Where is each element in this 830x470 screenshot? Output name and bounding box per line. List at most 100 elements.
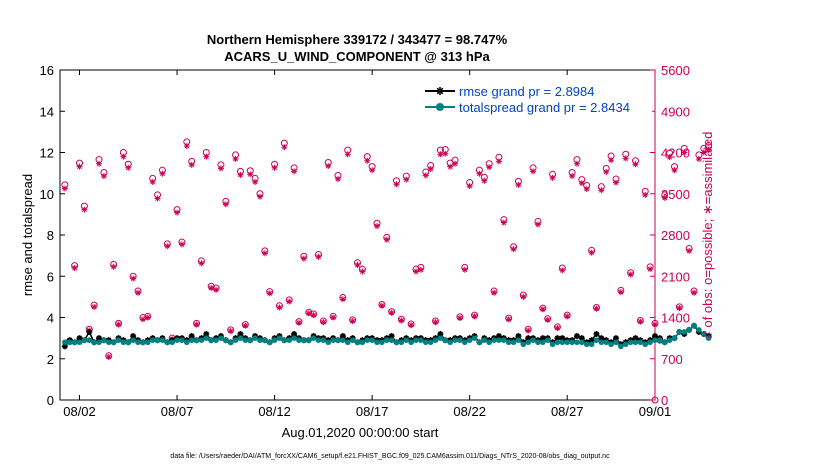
- y-left-tick-label: 16: [40, 63, 54, 78]
- assimilated-point: [110, 263, 117, 270]
- totalspread-point: [496, 337, 502, 343]
- totalspread-point: [364, 337, 371, 343]
- assimilated-point: [300, 255, 307, 262]
- assimilated-point: [305, 310, 312, 317]
- totalspread-point: [486, 339, 492, 346]
- totalspread-point: [276, 335, 283, 341]
- assimilated-point: [222, 201, 229, 208]
- assimilated-point: [525, 327, 532, 334]
- totalspread-point: [296, 337, 302, 343]
- assimilated-point: [593, 305, 600, 312]
- totalspread-point: [408, 339, 414, 346]
- assimilated-point: [193, 321, 200, 328]
- totalspread-point: [388, 337, 395, 343]
- chart-title-line1: Northern Hemisphere 339172 / 343477 = 98…: [207, 32, 508, 47]
- totalspread-point: [208, 337, 214, 343]
- totalspread-point: [383, 337, 390, 343]
- y-right-tick-label: 700: [661, 352, 683, 367]
- assimilated-point: [676, 305, 683, 312]
- y-left-tick-label: 10: [40, 187, 54, 202]
- totalspread-point: [369, 337, 375, 343]
- assimilated-point: [203, 153, 210, 160]
- totalspread-point: [179, 337, 185, 343]
- assimilated-point: [188, 161, 195, 168]
- assimilated-point: [481, 177, 488, 184]
- totalspread-point: [86, 337, 93, 343]
- x-axis-label: Aug.01,2020 00:00:00 start: [282, 425, 439, 440]
- y-left-tick-label: 8: [47, 228, 54, 243]
- totalspread-point: [286, 337, 293, 343]
- assimilated-point: [359, 268, 366, 275]
- assimilated-point: [100, 173, 107, 180]
- totalspread-point: [525, 339, 531, 346]
- assimilated-point: [408, 322, 415, 329]
- possible-point-end: [651, 396, 659, 404]
- totalspread-point: [379, 339, 385, 346]
- assimilated-point: [227, 328, 234, 335]
- assimilated-point: [661, 194, 668, 201]
- rmse-point: [573, 333, 580, 340]
- y-right-tick-label: 4900: [661, 104, 690, 119]
- assimilated-point: [388, 309, 395, 316]
- totalspread-point: [627, 339, 634, 346]
- totalspread-point: [422, 339, 429, 346]
- totalspread-point: [232, 337, 239, 343]
- assimilated-point: [681, 149, 688, 156]
- totalspread-point: [247, 337, 254, 343]
- assimilated-point: [261, 250, 268, 257]
- totalspread-point: [213, 337, 219, 343]
- totalspread-point: [554, 339, 561, 346]
- assimilated-point: [530, 168, 537, 175]
- assimilated-point: [139, 316, 146, 323]
- assimilated-point: [471, 313, 478, 320]
- y-left-tick-label: 6: [47, 269, 54, 284]
- assimilated-point: [486, 164, 493, 171]
- assimilated-point: [334, 176, 341, 183]
- totalspread-point: [642, 341, 649, 348]
- legend-rmse-label: rmse grand pr = 2.8984: [459, 84, 595, 99]
- assimilated-point: [427, 166, 434, 172]
- totalspread-point: [564, 339, 571, 346]
- totalspread-point: [237, 335, 244, 341]
- series-totalspread grand pr = 2.8434: [62, 322, 712, 350]
- totalspread-point: [91, 339, 97, 346]
- totalspread-point: [330, 337, 336, 343]
- totalspread-point: [257, 337, 263, 343]
- x-tick-label: 08/27: [551, 404, 584, 419]
- totalspread-point: [452, 337, 458, 343]
- totalspread-point: [671, 335, 678, 341]
- assimilated-point: [208, 285, 215, 292]
- totalspread-point: [418, 337, 424, 343]
- totalspread-point: [344, 339, 351, 346]
- totalspread-point: [169, 339, 175, 346]
- totalspread-point: [301, 337, 307, 343]
- totalspread-point: [661, 339, 668, 346]
- totalspread-point: [203, 335, 210, 341]
- assimilated-point: [549, 174, 556, 181]
- assimilated-point: [120, 153, 127, 160]
- totalspread-point: [76, 339, 83, 346]
- totalspread-point: [686, 327, 692, 333]
- totalspread-point: [359, 339, 366, 346]
- assimilated-point: [632, 161, 639, 168]
- assimilated-point: [691, 289, 698, 296]
- assimilated-point: [617, 289, 624, 296]
- y-axis-left-label: rmse and totalspread: [20, 174, 35, 296]
- assimilated-point: [437, 151, 444, 158]
- totalspread-point: [218, 335, 224, 341]
- assimilated-point: [315, 253, 322, 260]
- y-right-tick-label: 0: [661, 393, 668, 408]
- totalspread-point: [81, 337, 88, 343]
- assimilated-point: [686, 247, 693, 254]
- totalspread-point: [427, 339, 434, 346]
- assimilated-point: [608, 157, 615, 164]
- y-left-tick-label: 12: [40, 146, 54, 161]
- assimilated-point: [237, 171, 244, 178]
- totalspread-point: [705, 335, 712, 341]
- assimilated-point: [413, 268, 420, 275]
- assimilated-point: [354, 262, 361, 269]
- totalspread-point: [559, 339, 566, 346]
- totalspread-point: [652, 337, 658, 343]
